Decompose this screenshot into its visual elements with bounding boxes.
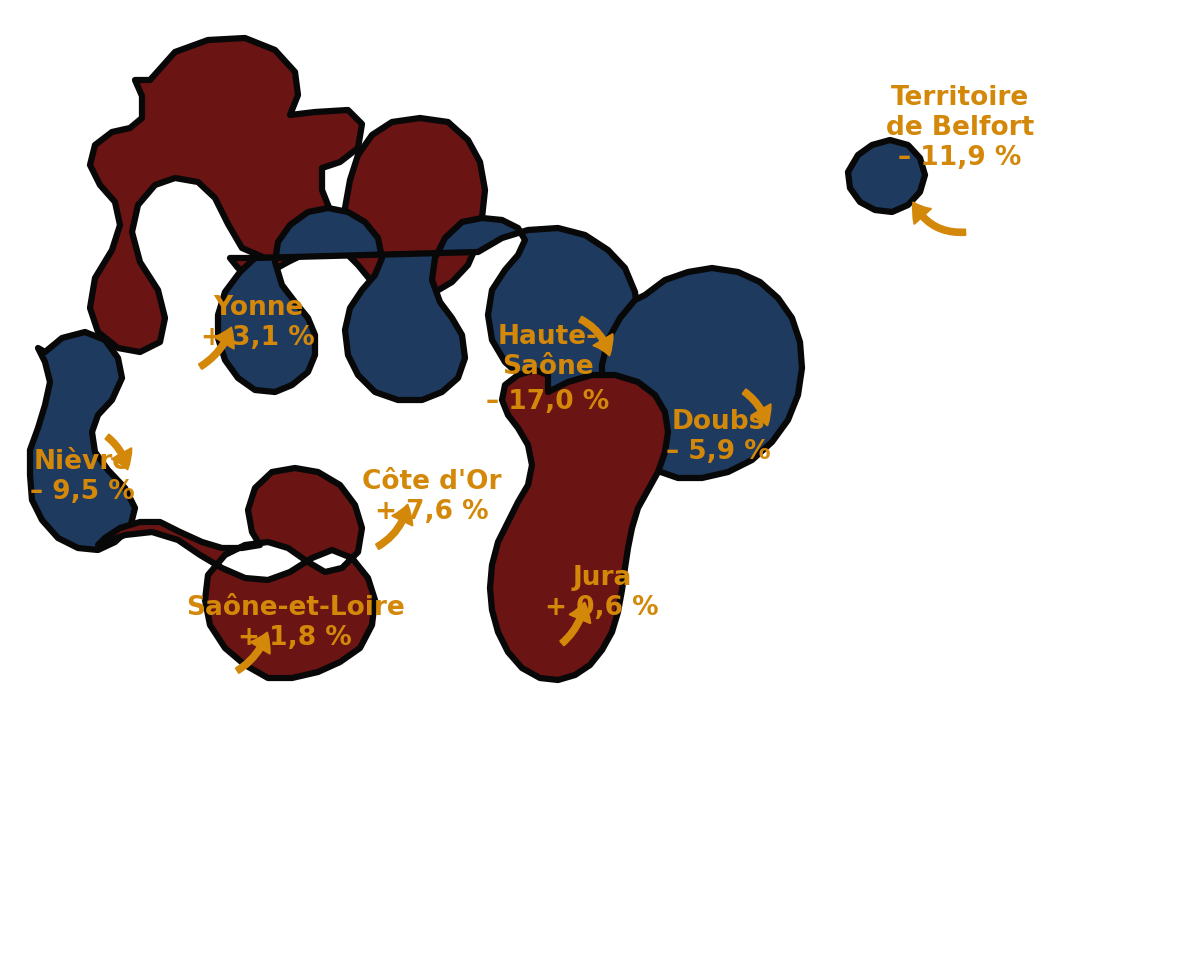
Polygon shape <box>218 208 638 400</box>
FancyArrowPatch shape <box>236 632 270 673</box>
FancyArrowPatch shape <box>106 435 131 469</box>
FancyArrowPatch shape <box>743 389 770 425</box>
Polygon shape <box>98 468 374 678</box>
Polygon shape <box>90 38 362 352</box>
Polygon shape <box>602 268 802 478</box>
Polygon shape <box>230 118 485 298</box>
Polygon shape <box>848 140 925 212</box>
Text: Côte d'Or: Côte d'Or <box>362 469 502 495</box>
FancyArrowPatch shape <box>199 328 234 369</box>
Text: Haute-
Saône: Haute- Saône <box>498 324 598 380</box>
FancyArrowPatch shape <box>913 202 965 235</box>
Text: – 9,5 %: – 9,5 % <box>30 479 134 505</box>
Polygon shape <box>490 370 668 680</box>
Text: Nièvre: Nièvre <box>34 449 131 475</box>
Text: Jura: Jura <box>572 565 631 591</box>
Text: Yonne: Yonne <box>212 295 304 321</box>
Text: + 1,8 %: + 1,8 % <box>238 625 352 651</box>
Polygon shape <box>30 332 134 550</box>
Text: + 3,1 %: + 3,1 % <box>202 325 314 351</box>
FancyArrowPatch shape <box>376 505 413 549</box>
Text: Doubs: Doubs <box>671 409 764 435</box>
Text: + 0,6 %: + 0,6 % <box>545 595 659 621</box>
Text: – 17,0 %: – 17,0 % <box>486 389 610 415</box>
Text: Territoire
de Belfort
– 11,9 %: Territoire de Belfort – 11,9 % <box>886 85 1034 171</box>
Text: Saône-et-Loire: Saône-et-Loire <box>186 595 404 621</box>
FancyArrowPatch shape <box>560 603 590 646</box>
Text: – 5,9 %: – 5,9 % <box>666 439 770 465</box>
Text: + 7,6 %: + 7,6 % <box>376 499 488 525</box>
FancyArrowPatch shape <box>580 317 613 355</box>
